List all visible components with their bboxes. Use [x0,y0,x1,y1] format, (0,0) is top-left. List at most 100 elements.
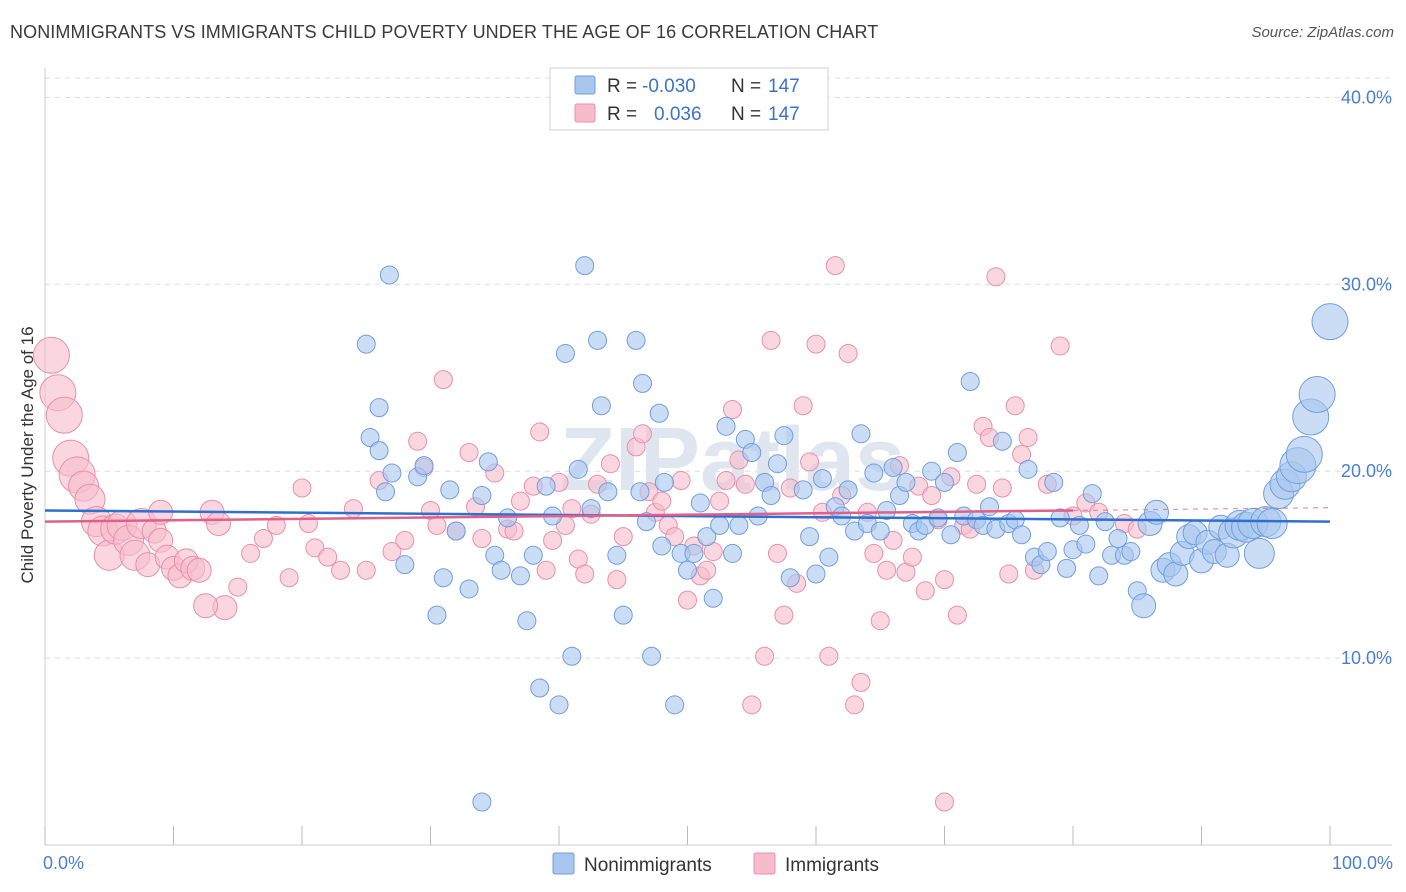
axes [44,68,1392,846]
y-tick-label: 10.0% [1341,648,1392,668]
immigrants-point [530,422,550,442]
nonimmigrants-point [979,497,999,517]
immigrants-point [205,511,231,537]
immigrants-point [331,560,351,580]
nonimmigrants-point [607,545,627,565]
immigrants-point [922,485,942,505]
legend-r-value-1: -0.030 [642,76,696,97]
nonimmigrants-point [427,605,447,625]
nonimmigrants-point [1089,566,1109,586]
nonimmigrants-point [530,678,550,698]
nonimmigrants-point [935,472,954,492]
immigrants-point [652,491,672,511]
nonimmigrants-point [806,564,826,584]
immigrants-point [543,530,563,550]
immigrants-point [472,528,492,548]
nonimmigrants-point [433,568,453,588]
source-label: Source: ZipAtlas.com [1251,24,1394,41]
nonimmigrants-point [626,330,646,350]
immigrants-trend-extension [1072,507,1331,512]
immigrants-point [967,474,987,494]
nonimmigrants-point [630,482,650,502]
immigrants-point [838,343,858,363]
legend-n-label-2: N = [731,104,761,125]
immigrants-trend-line [44,509,1074,523]
nonimmigrants-point [1018,459,1038,479]
immigrants-point [793,396,813,416]
nonimmigrants-point [598,482,618,502]
immigrants-point [305,538,325,558]
immigrants-point [742,695,762,715]
nonimmigrants-point [369,441,389,461]
nonimmigrants-point [729,515,749,535]
immigrants-point [986,267,1006,287]
bottom-legend-label-immigrants: Immigrants [785,855,879,876]
immigrants-point [395,530,415,550]
immigrants-point [999,564,1019,584]
y-tick-label: 30.0% [1341,274,1392,294]
nonimmigrants-point [575,256,595,276]
nonimmigrants-point [1144,499,1170,525]
nonimmigrants-point [800,527,820,547]
nonimmigrants-point [472,792,492,812]
immigrants-point [633,424,653,444]
nonimmigrants-point [510,566,530,586]
immigrants-point [716,471,736,491]
immigrants-point [279,568,299,588]
nonimmigrants-point [742,443,762,462]
nonimmigrants-point [864,463,884,483]
nonimmigrants-point [382,463,402,483]
immigrants-point [710,491,730,511]
legend-swatch-nonimmigrants [574,75,596,95]
immigrants-point [864,543,884,563]
nonimmigrants-point [812,469,832,489]
nonimmigrants-point [774,426,794,446]
x-tick-labels: 0.0% 100.0% [43,853,1393,873]
immigrants-point [825,256,845,276]
nonimmigrants-point [703,588,723,608]
nonimmigrants-point [414,456,434,476]
nonimmigrants-point [710,515,730,535]
nonimmigrants-point [1050,508,1070,528]
nonimmigrants-point [761,485,781,505]
y-tick-label: 20.0% [1341,461,1392,481]
immigrants-point [767,543,787,563]
x-tick-label: 100.0% [1332,853,1393,873]
immigrants-point [665,527,685,547]
nonimmigrants-point [1243,537,1275,569]
nonimmigrants-point [690,493,710,513]
immigrants-point [1018,428,1038,448]
immigrants-point [800,452,820,472]
immigrants-point [292,478,312,498]
nonimmigrants-point [1095,512,1115,532]
nonimmigrants-point [684,543,704,563]
nonimmigrants-point [581,499,601,519]
nonimmigrants-point [947,443,967,462]
nonimmigrants-point [491,560,511,580]
immigrants-point [343,499,363,519]
immigrants-point [992,478,1012,498]
nonimmigrants-point [665,695,685,715]
nonimmigrants-trend-line [44,509,1331,523]
y-axis-label: Child Poverty Under the Age of 16 [18,326,37,583]
nonimmigrants-point [395,555,415,575]
nonimmigrants-point [369,398,389,418]
immigrants-point [186,557,212,583]
immigrants-point [193,593,219,619]
nonimmigrants-point [1044,472,1064,492]
nonimmigrants-point [523,545,543,565]
immigrants-point [536,560,556,580]
nonimmigrants-point [562,646,582,666]
bottom-legend-label-nonimmigrants: Nonimmigrants [584,855,712,876]
nonimmigrants-point [517,611,537,631]
legend-r-label-2: R = [607,104,637,125]
immigrants-point [735,474,755,494]
nonimmigrants-point [870,521,890,541]
immigrants-point [266,515,286,535]
nonimmigrants-point [379,265,399,285]
nonimmigrants-point [649,403,669,423]
nonimmigrants-point [1037,542,1057,562]
legend-swatch-immigrants [574,103,596,123]
immigrants-point [935,792,954,812]
nonimmigrants-point [722,543,742,563]
